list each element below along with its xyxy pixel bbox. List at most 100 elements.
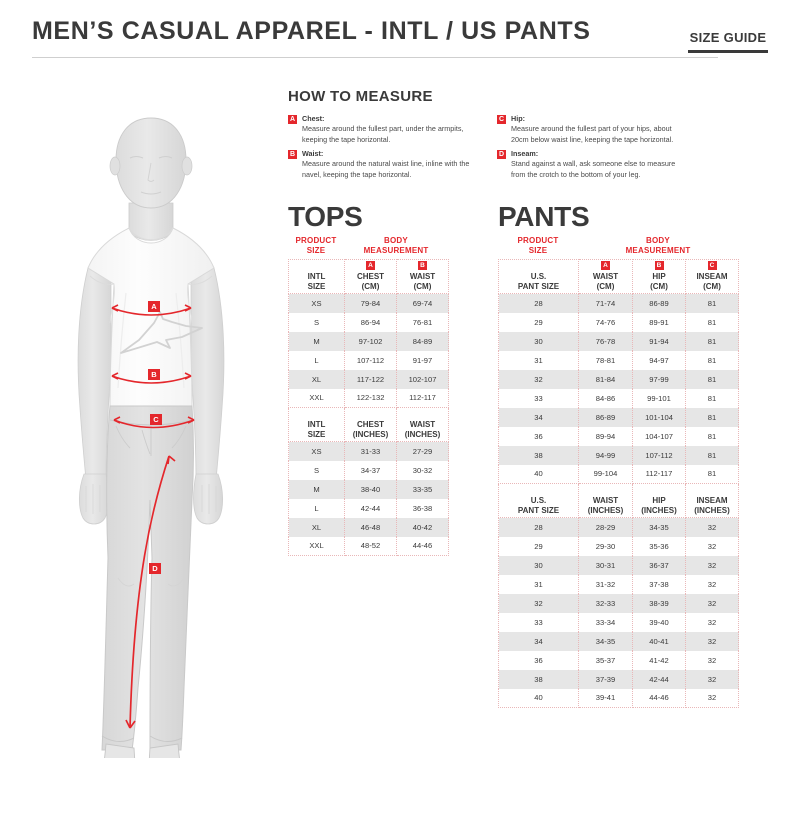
measure-term-hip: Hip:: [511, 114, 525, 123]
measure-item-chest: A Chest: Measure around the fullest part…: [288, 114, 480, 145]
tops-cm-cell-1-2: 76-81: [396, 312, 449, 332]
pants-cm-cell-0-0: 28: [498, 293, 579, 313]
measure-desc-hip: Measure around the fullest part of your …: [511, 124, 674, 144]
tops-cm-cell-0-0: XS: [288, 293, 345, 313]
pants-inches-cell-5-2: 39-40: [632, 612, 686, 632]
tops-inches-cell-3-2: 36-38: [396, 498, 449, 518]
pants-cm-col-label-2: HIP: [652, 272, 666, 281]
pants-cm-col-header-1: A WAIST (CM): [578, 259, 633, 294]
pants-cm-cell-0-1: 71-74: [578, 293, 633, 313]
pants-body-measurement-header: BODY MEASUREMENT: [625, 236, 691, 255]
badge-b-icon: B: [288, 150, 297, 159]
pants-cm-cell-0-3: 81: [685, 293, 739, 313]
table-row: 34 86-89 101-104 81: [498, 407, 739, 427]
measure-desc-chest: Measure around the fullest part, under t…: [302, 124, 464, 144]
tops-cm-col-unit-2: (CM): [413, 282, 432, 291]
pants-inches-cell-6-2: 40-41: [632, 631, 686, 651]
size-guide-tab: SIZE GUIDE: [688, 30, 768, 53]
tops-inches-cell-4-1: 46-48: [344, 517, 397, 537]
pants-cm-cell-4-3: 81: [685, 369, 739, 389]
pants-inches-cell-2-0: 30: [498, 555, 579, 575]
tops-inches-cell-1-1: 34-37: [344, 460, 397, 480]
badge-spacer: [579, 485, 632, 496]
badge-b-icon: B: [654, 261, 664, 270]
pants-inches-cell-9-3: 32: [685, 688, 739, 708]
tops-inches-col-unit-1: (INCHES): [352, 430, 389, 439]
figure-marker-a: A: [148, 301, 160, 312]
pants-cm-col-label-1: WAIST: [592, 272, 619, 281]
pants-inches-col-label-2: HIP: [652, 496, 666, 505]
tops-cm-cell-4-0: XL: [288, 369, 345, 389]
pants-cm-cell-5-3: 81: [685, 388, 739, 408]
pants-cm-cell-5-1: 84-86: [578, 388, 633, 408]
badge-spacer: [633, 485, 685, 496]
pants-inches-cell-7-3: 32: [685, 650, 739, 670]
table-row: 30 30-31 36-37 32: [498, 555, 739, 575]
table-row: L 42-44 36-38: [288, 498, 449, 518]
tops-inches-cell-1-2: 30-32: [396, 460, 449, 480]
pants-inches-cell-2-3: 32: [685, 555, 739, 575]
badge-a-icon: A: [366, 261, 375, 270]
badge-spacer: [289, 261, 344, 272]
pants-inches-cell-4-2: 38-39: [632, 593, 686, 613]
pants-cm-cell-3-1: 78-81: [578, 350, 633, 370]
tops-inches-cell-4-2: 40-42: [396, 517, 449, 537]
tops-cm-cell-0-2: 69-74: [396, 293, 449, 313]
table-row: 30 76-78 91-94 81: [498, 331, 739, 351]
table-row: 32 81-84 97-99 81: [498, 369, 739, 389]
tops-cm-col-label-1: CHEST: [356, 272, 385, 281]
pants-inches-cell-3-3: 32: [685, 574, 739, 594]
page-header: MEN’S CASUAL APPAREL - INTL / US PANTS S…: [32, 16, 768, 60]
pants-cm-cell-7-0: 36: [498, 426, 579, 446]
badge-spacer: [686, 485, 738, 496]
pants-inches-cell-8-3: 32: [685, 669, 739, 689]
pants-cm-col-unit-1: (CM): [596, 282, 615, 291]
pants-inches-cell-7-2: 41-42: [632, 650, 686, 670]
tops-cm-col-label-0: INTL: [307, 272, 326, 281]
header-divider: [32, 57, 718, 58]
pants-inches-cell-0-2: 34-35: [632, 517, 686, 537]
pants-inches-cell-6-3: 32: [685, 631, 739, 651]
tops-table-title: TOPS: [288, 201, 363, 232]
pants-cm-cell-8-2: 107-112: [632, 445, 686, 465]
measure-term-chest: Chest:: [302, 114, 325, 123]
pants-cm-cell-2-1: 76-78: [578, 331, 633, 351]
pants-cm-cell-8-0: 38: [498, 445, 579, 465]
tops-inches-cell-2-2: 33-35: [396, 479, 449, 499]
pants-cm-col-header-3: C INSEAM (CM): [685, 259, 739, 294]
table-row: XL 117-122 102-107: [288, 369, 449, 389]
tops-cm-cell-1-0: S: [288, 312, 345, 332]
pants-cm-cell-7-2: 104-107: [632, 426, 686, 446]
pants-cm-cell-9-0: 40: [498, 464, 579, 484]
pants-cm-header-row: U.S. PANT SIZE A WAIST (CM) B HIP (CM) C INSEAM (C…: [498, 259, 739, 294]
tops-cm-cell-2-1: 97-102: [344, 331, 397, 351]
pants-cm-cell-3-3: 81: [685, 350, 739, 370]
tops-inches-header-row: INTL SIZE CHEST (INCHES) WAIST (INCHES): [288, 407, 449, 442]
table-row: 31 78-81 94-97 81: [498, 350, 739, 370]
measure-line-chest: [111, 304, 192, 316]
pants-cm-cell-5-0: 33: [498, 388, 579, 408]
tops-body-measurement-header: BODY MEASUREMENT: [363, 236, 429, 255]
pants-inches-header-row: U.S. PANT SIZE WAIST (INCHES) HIP (INCHES) INS…: [498, 483, 739, 518]
alpinestars-logo: [120, 311, 203, 354]
figure-marker-c: C: [150, 414, 162, 425]
table-row: 40 39-41 44-46 32: [498, 688, 739, 708]
tops-inches-cell-2-0: M: [288, 479, 345, 499]
badge-spacer: [345, 409, 396, 420]
tops-cm-cell-4-2: 102-107: [396, 369, 449, 389]
pants-cm-cell-3-0: 31: [498, 350, 579, 370]
pants-inches-cell-6-0: 34: [498, 631, 579, 651]
tops-cm-col-header-1: A CHEST (CM): [344, 259, 397, 294]
tops-inches-col-header-2: WAIST (INCHES): [396, 407, 449, 442]
measure-item-waist: B Waist: Measure around the natural wais…: [288, 149, 480, 180]
pants-inches-col-label-3: INSEAM: [696, 496, 728, 505]
pants-cm-cell-1-0: 29: [498, 312, 579, 332]
pants-inches-cell-2-2: 36-37: [632, 555, 686, 575]
pants-inches-cell-5-3: 32: [685, 612, 739, 632]
pants-inches-cell-7-1: 35-37: [578, 650, 633, 670]
tops-inches-cell-3-1: 42-44: [344, 498, 397, 518]
tops-cm-col-unit-1: (CM): [361, 282, 380, 291]
pants-inches-cell-4-3: 32: [685, 593, 739, 613]
pants-cm-col-unit-3: (CM): [703, 282, 721, 291]
how-to-measure-column-left: A Chest: Measure around the fullest part…: [288, 114, 480, 184]
